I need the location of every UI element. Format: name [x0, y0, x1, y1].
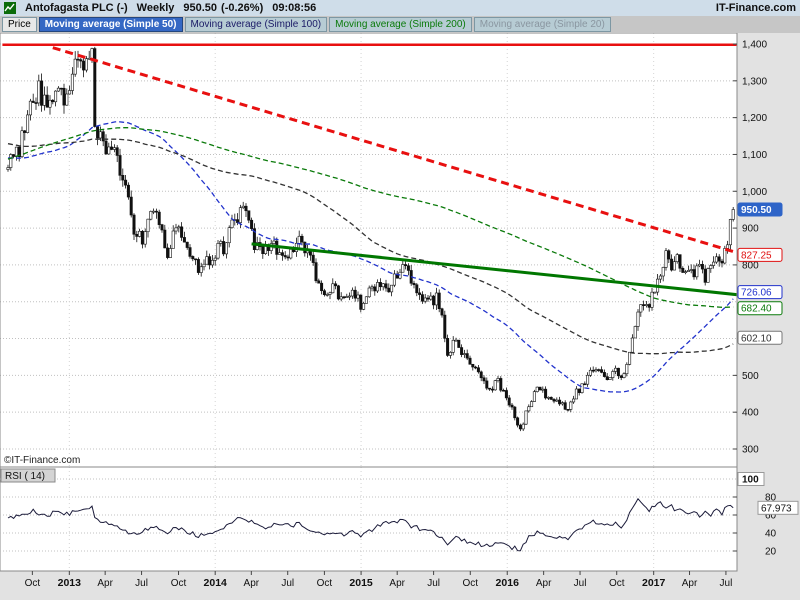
time-axis-label: Oct: [317, 578, 333, 589]
descending-resistance-line[interactable]: [52, 46, 745, 255]
time-axis-label: 2015: [349, 577, 373, 589]
time-axis[interactable]: Oct 2013 Apr Jul Oct 2014 Apr Jul Oct 2015 Apr Jul O…: [25, 571, 733, 589]
time-axis-label: Jul: [427, 578, 440, 589]
candlestick-series: [6, 46, 735, 432]
price-axis-label: 800: [742, 260, 759, 271]
rsi-panel-frame: [0, 466, 738, 572]
toolbar-button-moving-average-simple-200[interactable]: Moving average (Simple 200): [329, 17, 472, 32]
indicator-toolbar: Price Moving average (Simple 50) Moving av…: [0, 16, 800, 33]
time-axis-label: Jul: [281, 578, 294, 589]
instrument-name: Antofagasta PLC (-): [25, 2, 128, 14]
price-axis-label: 300: [742, 444, 759, 455]
price-value-badge: [737, 202, 783, 217]
ma-200-line[interactable]: [7, 127, 734, 308]
price-axis-label: 400: [742, 408, 759, 419]
watermark: ©IT-Finance.com: [4, 455, 80, 466]
price-value-text: 827.25: [741, 250, 772, 261]
price-axis[interactable]: 1,400 1,300 1,200 1,100 1,000 900 800 500 400 300…: [733, 40, 783, 456]
time-axis-label: Apr: [682, 578, 698, 589]
price-value-badge: [737, 330, 783, 345]
time-axis-label: Oct: [171, 578, 187, 589]
toolbar-button-price[interactable]: Price: [2, 17, 37, 32]
rsi-axis-label: 80: [765, 493, 777, 504]
price-change: (-0.26%): [221, 2, 264, 14]
time-axis-label: Apr: [97, 578, 113, 589]
toolbar-button-moving-average-simple-100[interactable]: Moving average (Simple 100): [184, 17, 328, 32]
time-axis-label: Apr: [389, 578, 405, 589]
rsi-axis-label: 20: [765, 547, 777, 558]
toolbar-button-moving-average-simple-50[interactable]: Moving average (Simple 50): [38, 17, 183, 32]
last-price: 950.50: [183, 2, 218, 14]
titlebar: Antofagasta PLC (-) Weekly 950.50 (-0.26…: [0, 0, 800, 16]
price-axis-label: 1,400: [742, 40, 767, 51]
price-chart-svg[interactable]: ©IT-Finance.com 1,400 1,300 1,200 1,100 1,000…: [0, 33, 800, 600]
price-value-text: 602.10: [741, 333, 772, 344]
support-trendline[interactable]: [251, 242, 745, 297]
time-axis-label: Jul: [135, 578, 148, 589]
price-value-badge: [737, 285, 783, 300]
time-axis-label: Oct: [25, 578, 41, 589]
price-axis-label: 1,200: [742, 113, 767, 124]
time-axis-label: Oct: [462, 578, 478, 589]
time-axis-label: Apr: [536, 578, 552, 589]
main-price-panel[interactable]: [0, 33, 737, 467]
ma-100-line[interactable]: [7, 138, 734, 355]
rsi-tab[interactable]: [0, 468, 56, 483]
price-axis-label: 900: [742, 224, 759, 235]
price-value-text: 950.50: [741, 205, 772, 216]
price-axis-label: 1,000: [742, 187, 767, 198]
rsi-axis-label: 60: [765, 511, 777, 522]
price-axis-label: 1,100: [742, 150, 767, 161]
ma-50-line[interactable]: [7, 120, 734, 393]
rsi-line: [7, 497, 734, 552]
time-axis-label: 2016: [496, 577, 520, 589]
brand-link[interactable]: IT-Finance.com: [715, 2, 796, 14]
rsi-axis-label: 40: [765, 529, 777, 540]
price-value-badge: [737, 301, 783, 316]
timeframe-label: Weekly: [136, 2, 175, 14]
time-axis-label: Apr: [244, 578, 260, 589]
rsi-tab-label: RSI ( 14): [5, 471, 45, 482]
rsi-value-badge: [757, 500, 799, 515]
quote-time: 09:08:56: [272, 2, 317, 14]
price-value-text: 682.40: [741, 304, 772, 315]
rsi-value-text: 67.973: [761, 503, 792, 514]
price-value-badge: [737, 247, 783, 262]
app-logo-icon: [4, 2, 16, 14]
time-axis-label: Jul: [574, 578, 587, 589]
rsi-max-badge: [737, 472, 765, 486]
time-axis-label: Jul: [720, 578, 733, 589]
rsi-panel[interactable]: [0, 467, 737, 571]
time-axis-label: 2013: [58, 577, 82, 589]
time-axis-label: 2014: [204, 577, 228, 589]
rsi-max-label: 100: [742, 475, 759, 486]
price-axis-label: 1,300: [742, 76, 767, 87]
rsi-axis[interactable]: 80 60 40 20 100 67.973: [0, 472, 799, 558]
toolbar-button-moving-average-simple-20[interactable]: Moving average (Simple 20): [473, 17, 611, 32]
time-axis-label: 2017: [642, 577, 666, 589]
gridlines: [0, 33, 737, 571]
price-value-text: 726.06: [741, 288, 772, 299]
time-axis-label: Oct: [609, 578, 625, 589]
price-axis-label: 500: [742, 371, 759, 382]
